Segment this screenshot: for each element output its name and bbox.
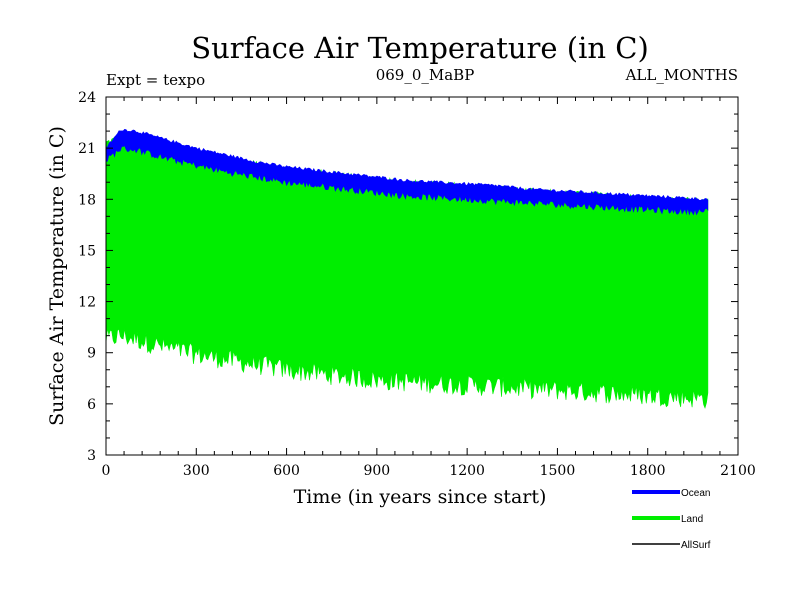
plot-area — [105, 128, 709, 409]
series-land — [105, 133, 709, 409]
plot-frame — [105, 96, 739, 456]
y-tick-label: 18 — [78, 192, 96, 208]
series-ocean — [105, 128, 709, 216]
y-tick-label: 9 — [87, 346, 96, 362]
y-axis-label: Surface Air Temperature (in C) — [46, 126, 68, 426]
subtitle-right: ALL_MONTHS — [625, 66, 738, 84]
y-tick-label: 15 — [78, 243, 96, 259]
chart-title: Surface Air Temperature (in C) — [191, 31, 649, 65]
axis-ticks: 0 300 600 900 1200 1500 1800 2100 3 6 9 12 15 18 21 24 — [78, 90, 756, 479]
y-tick-label: 12 — [78, 295, 96, 311]
x-tick-label: 0 — [102, 463, 111, 479]
x-tick-label: 2100 — [720, 463, 756, 479]
band-land — [105, 133, 709, 409]
y-tick-label: 24 — [78, 90, 96, 106]
subtitle-center: 069_0_MaBP — [376, 66, 475, 84]
y-tick-label: 3 — [87, 448, 96, 464]
legend: Ocean Land AllSurf — [632, 488, 711, 551]
subtitle-left: Expt = texpo — [106, 71, 205, 89]
y-tick-label: 6 — [87, 397, 96, 413]
legend-label-land: Land — [681, 514, 703, 525]
legend-label-ocean: Ocean — [681, 488, 710, 499]
legend-label-allsurf: AllSurf — [681, 540, 711, 551]
x-tick-label: 300 — [183, 463, 210, 479]
band-ocean — [105, 128, 709, 216]
x-axis-label: Time (in years since start) — [294, 486, 547, 508]
x-tick-label: 1800 — [630, 463, 666, 479]
x-tick-label: 900 — [363, 463, 390, 479]
x-tick-label: 1500 — [540, 463, 576, 479]
x-tick-label: 600 — [273, 463, 300, 479]
y-tick-label: 21 — [78, 141, 96, 157]
x-tick-label: 1200 — [449, 463, 485, 479]
